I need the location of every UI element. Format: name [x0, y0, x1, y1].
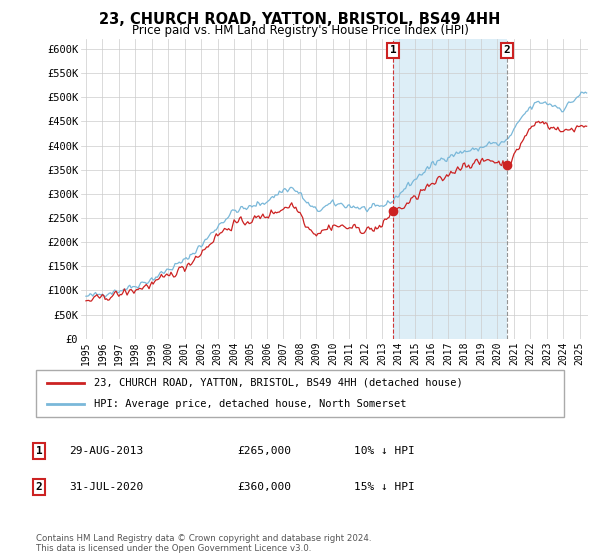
Text: 10% ↓ HPI: 10% ↓ HPI	[354, 446, 415, 456]
Text: 31-JUL-2020: 31-JUL-2020	[69, 482, 143, 492]
Text: 1: 1	[35, 446, 43, 456]
Text: 23, CHURCH ROAD, YATTON, BRISTOL, BS49 4HH (detached house): 23, CHURCH ROAD, YATTON, BRISTOL, BS49 4…	[94, 378, 463, 388]
Text: Contains HM Land Registry data © Crown copyright and database right 2024.
This d: Contains HM Land Registry data © Crown c…	[36, 534, 371, 553]
Text: £265,000: £265,000	[237, 446, 291, 456]
Text: Price paid vs. HM Land Registry's House Price Index (HPI): Price paid vs. HM Land Registry's House …	[131, 24, 469, 37]
Text: 23, CHURCH ROAD, YATTON, BRISTOL, BS49 4HH: 23, CHURCH ROAD, YATTON, BRISTOL, BS49 4…	[100, 12, 500, 27]
Text: £360,000: £360,000	[237, 482, 291, 492]
Text: 2: 2	[503, 45, 511, 55]
Text: 2: 2	[35, 482, 43, 492]
FancyBboxPatch shape	[36, 370, 564, 417]
Text: 15% ↓ HPI: 15% ↓ HPI	[354, 482, 415, 492]
Text: 1: 1	[389, 45, 397, 55]
Text: 29-AUG-2013: 29-AUG-2013	[69, 446, 143, 456]
Text: HPI: Average price, detached house, North Somerset: HPI: Average price, detached house, Nort…	[94, 399, 407, 409]
Bar	[393, 39, 507, 339]
